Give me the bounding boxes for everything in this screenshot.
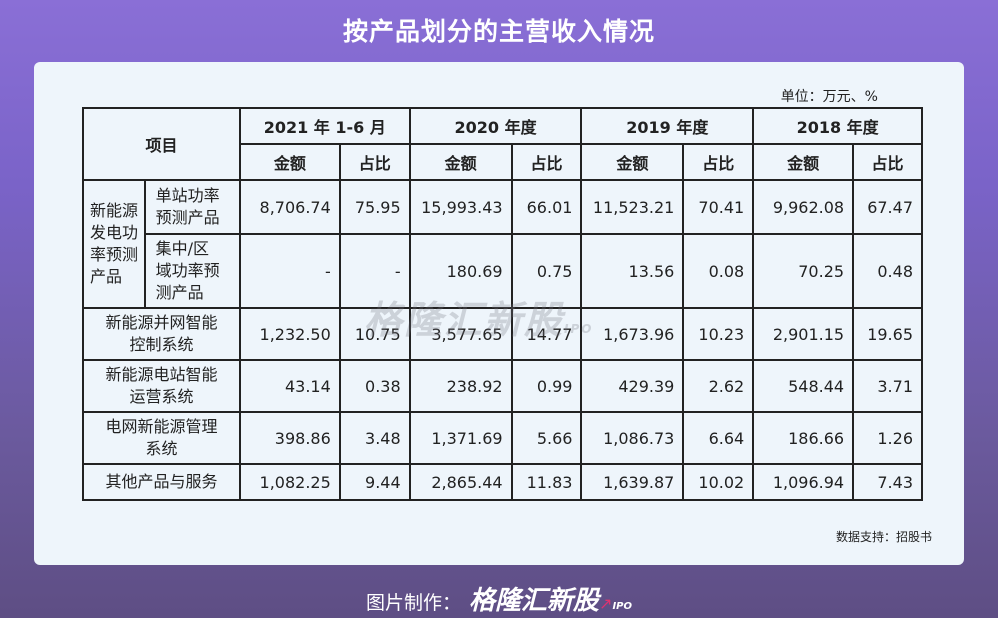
source-note: 数据支持：招股书 [835, 530, 932, 544]
cell-amount: 1,096.94 [752, 463, 855, 501]
cell-ratio: 3.48 [338, 411, 411, 465]
amount-header: 金额 [752, 143, 855, 181]
cell-ratio: 0.48 [852, 233, 923, 309]
cell-ratio: 19.65 [852, 307, 923, 361]
group-label: 新能源 发电功 率预测 产品 [82, 179, 146, 309]
cell-ratio: 10.75 [338, 307, 411, 361]
row-label: 单站功率 预测产品 [143, 179, 241, 235]
period-header: 2019 年度 [580, 107, 755, 145]
cell-amount: 9,962.08 [752, 179, 855, 235]
cell-ratio: 3.71 [852, 359, 923, 413]
cell-ratio: 0.38 [338, 359, 411, 413]
table-row: 电网新能源管理 系统 398.86 3.48 1,371.69 5.66 1,0… [82, 411, 923, 465]
cell-amount: 2,865.44 [408, 463, 513, 501]
cell-ratio: 5.66 [510, 411, 583, 465]
row-label: 新能源并网智能 控制系统 [82, 307, 241, 361]
cell-amount: 238.92 [408, 359, 513, 413]
cell-amount: 2,901.15 [752, 307, 855, 361]
footer-brand-logo: 格隆汇新股 [469, 586, 600, 616]
cell-amount: 548.44 [752, 359, 855, 413]
cell-ratio: 7.43 [852, 463, 923, 501]
table-row: 集中/区 域功率预 测产品 - - 180.69 0.75 13.56 0.08… [83, 233, 923, 309]
cell-amount: 1,086.73 [580, 411, 685, 465]
cell-amount: 398.86 [238, 411, 341, 465]
arrow-up-icon: ↗ [599, 594, 613, 613]
header-item: 项目 [82, 107, 241, 181]
cell-ratio: 0.08 [682, 233, 755, 309]
cell-amount: 1,232.50 [238, 307, 341, 361]
footer-ipo: IPO [612, 601, 632, 612]
cell-ratio: 75.95 [338, 179, 411, 235]
footer-credit: 图片制作： 格隆汇新股↗IPO [0, 580, 998, 617]
cell-amount: 186.66 [752, 411, 855, 465]
cell-amount: 1,371.69 [408, 411, 513, 465]
ratio-header: 占比 [682, 143, 755, 181]
cell-ratio: 2.62 [682, 359, 755, 413]
row-label: 电网新能源管理 系统 [82, 411, 241, 465]
cell-amount: 15,993.43 [408, 179, 513, 235]
cell-ratio: 66.01 [510, 179, 583, 235]
cell-ratio: 10.23 [682, 307, 755, 361]
cell-ratio: 10.02 [682, 463, 755, 501]
table-row: 新能源电站智能 运营系统 43.14 0.38 238.92 0.99 429.… [82, 359, 923, 413]
amount-header: 金额 [408, 143, 513, 181]
unit-label: 单位：万元、% [780, 89, 878, 105]
cell-amount: 13.56 [580, 233, 685, 309]
cell-ratio: 11.83 [510, 463, 583, 501]
period-header: 2020 年度 [408, 107, 583, 145]
cell-amount: 11,523.21 [580, 179, 685, 235]
cell-amount: 3,577.65 [408, 307, 513, 361]
cell-ratio: 0.75 [510, 233, 583, 309]
cell-ratio: 70.41 [682, 179, 755, 235]
row-label: 其他产品与服务 [82, 463, 241, 501]
table-row: 其他产品与服务 1,082.25 9.44 2,865.44 11.83 1,6… [82, 463, 923, 501]
revenue-table: 项目 2021 年 1-6 月 2020 年度 2019 年度 2018 年度 … [82, 107, 923, 501]
ratio-header: 占比 [510, 143, 583, 181]
ratio-header: 占比 [852, 143, 923, 181]
cell-amount: 1,082.25 [238, 463, 341, 501]
cell-amount: 8,706.74 [238, 179, 341, 235]
cell-ratio: 1.26 [852, 411, 923, 465]
cell-amount: 180.69 [408, 233, 513, 309]
cell-ratio: 0.99 [510, 359, 583, 413]
cell-amount: 1,673.96 [580, 307, 685, 361]
page-title: 按产品划分的主营收入情况 [342, 17, 655, 46]
table-card: 单位：万元、% 项目 2021 年 1-6 月 2020 年度 2019 年度 … [34, 62, 964, 565]
amount-header: 金额 [580, 143, 685, 181]
cell-ratio: 6.64 [682, 411, 755, 465]
cell-ratio: 67.47 [852, 179, 923, 235]
row-label: 新能源电站智能 运营系统 [82, 359, 241, 413]
table-row: 新能源 发电功 率预测 产品 单站功率 预测产品 8,706.74 75.95 … [82, 179, 923, 309]
cell-amount: 429.39 [580, 359, 685, 413]
cell-amount: 43.14 [238, 359, 341, 413]
period-header: 2021 年 1-6 月 [238, 107, 411, 145]
table-row: 新能源并网智能 控制系统 1,232.50 10.75 3,577.65 14.… [82, 307, 923, 361]
footer-label: 图片制作： [366, 592, 462, 614]
cell-amount: 70.25 [752, 233, 855, 309]
cell-ratio: 14.77 [510, 307, 583, 361]
watermark: 格隆汇新股IPO [364, 298, 594, 342]
cell-ratio: - [338, 233, 411, 309]
cell-amount: 1,639.87 [580, 463, 685, 501]
cell-amount: - [238, 233, 341, 309]
row-label: 集中/区 域功率预 测产品 [143, 233, 241, 309]
amount-header: 金额 [238, 143, 341, 181]
period-header: 2018 年度 [752, 107, 923, 145]
ratio-header: 占比 [338, 143, 411, 181]
cell-ratio: 9.44 [338, 463, 411, 501]
